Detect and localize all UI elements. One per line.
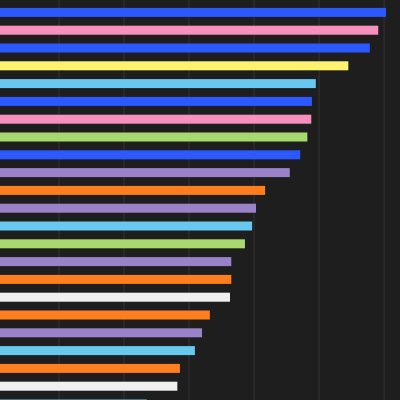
bar (0, 310, 210, 320)
bar (0, 328, 203, 338)
bar (0, 25, 379, 35)
bar (0, 132, 308, 142)
bar (0, 96, 312, 106)
bar (0, 381, 178, 391)
bar (0, 221, 253, 231)
bar (0, 292, 230, 302)
bar (0, 114, 312, 124)
bar (0, 239, 245, 249)
bar (0, 168, 290, 178)
bar (0, 257, 232, 267)
bar (0, 7, 387, 17)
bar (0, 203, 256, 213)
bar (0, 274, 232, 284)
bar (0, 43, 370, 53)
bar (0, 61, 349, 71)
bar (0, 185, 266, 195)
bar (0, 363, 180, 373)
bar (0, 346, 195, 356)
bar (0, 150, 301, 160)
bar (0, 79, 316, 89)
